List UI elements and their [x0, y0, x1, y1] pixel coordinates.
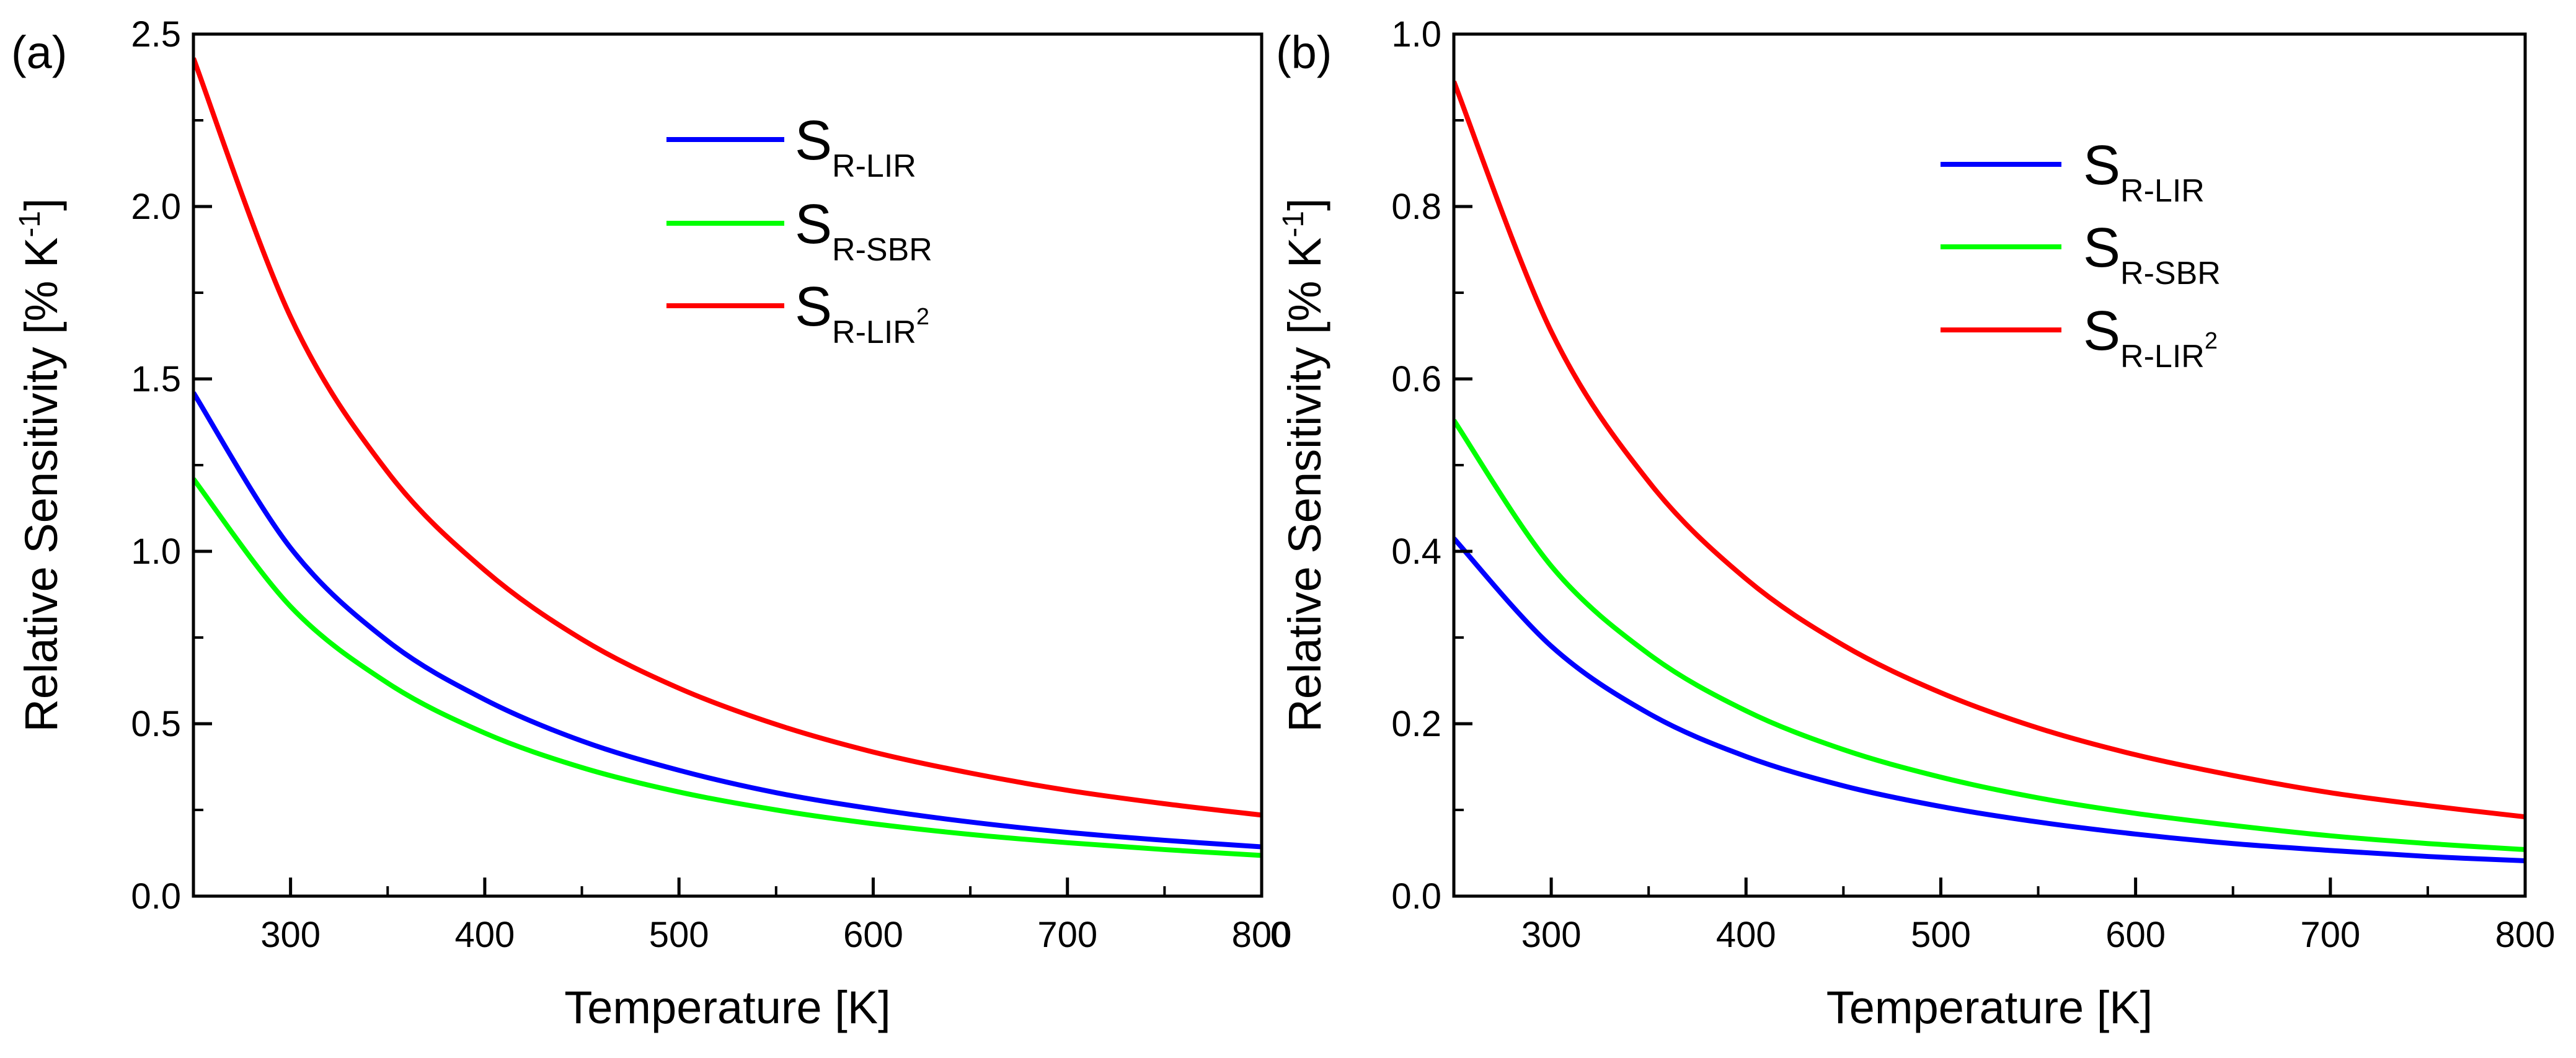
- legend-symbol: S: [2083, 300, 2120, 362]
- y-tick-label: 0.6: [1391, 359, 1441, 399]
- legend-entry: SR-LIR: [795, 110, 916, 184]
- legend-entry: SR-SBR: [795, 193, 932, 268]
- legend-entry: SR-LIR: [2083, 135, 2205, 209]
- x-tick-label: 700: [2300, 915, 2360, 955]
- legend-entry: SR-SBR: [2083, 217, 2221, 291]
- x-tick-label: 600: [2105, 915, 2166, 955]
- series-line-r-lir-sq: [1454, 80, 2525, 820]
- x-tick-label-overlap: 0: [1270, 915, 1290, 955]
- legend-subscript: R-LIR: [832, 314, 916, 350]
- series-line-r-lir-sq: [193, 57, 1262, 818]
- legend-subscript: R-SBR: [2120, 256, 2221, 291]
- series-line-r-sbr: [1454, 419, 2525, 852]
- y-axis-label-sup: -1: [14, 211, 46, 238]
- y-tick-label: 2.0: [131, 187, 181, 227]
- x-tick-label: 300: [260, 915, 321, 955]
- legend-superscript: 2: [2205, 328, 2218, 354]
- y-tick-label: 0.8: [1391, 187, 1441, 227]
- y-tick-label: 0.5: [131, 704, 181, 744]
- y-axis-label: Relative Sensitivity [% K-1]: [1277, 198, 1330, 732]
- y-tick-label: 2.5: [131, 14, 181, 55]
- legend-subscript: R-LIR: [2120, 173, 2205, 209]
- legend-symbol: S: [2083, 217, 2120, 279]
- legend-subscript: R-SBR: [832, 232, 932, 268]
- x-tick-label: 400: [1716, 915, 1776, 955]
- x-tick-label: 500: [1911, 915, 1971, 955]
- y-axis-label-sup: -1: [1277, 211, 1310, 238]
- x-axis-label: Temperature [K]: [564, 982, 890, 1033]
- x-axis-label: Temperature [K]: [1826, 982, 2153, 1033]
- legend-symbol: S: [795, 193, 832, 256]
- series-line-r-lir: [1454, 536, 2525, 864]
- panel-label: (a): [11, 27, 67, 78]
- x-tick-label: 500: [649, 915, 709, 955]
- x-tick-label: 600: [843, 915, 903, 955]
- y-tick-label: 0.0: [1391, 876, 1441, 917]
- y-tick-label: 1.0: [131, 531, 181, 572]
- y-axis-label-main: Relative Sensitivity [% K: [1279, 238, 1330, 732]
- series-line-r-sbr: [193, 477, 1262, 858]
- series-line-r-lir: [193, 391, 1262, 850]
- y-tick-label: 0.0: [131, 876, 181, 917]
- x-tick-label: 800: [2495, 915, 2556, 955]
- y-tick-label: 0.2: [1391, 704, 1441, 744]
- y-axis-label-end: ]: [1279, 198, 1330, 211]
- y-axis-label-main: Relative Sensitivity [% K: [15, 238, 67, 732]
- plot-frame: [192, 32, 1264, 898]
- legend-entry: SR-LIR2: [795, 276, 929, 350]
- chart-panel-b: (b) 300 400 500 600 700 800 0.0 0.2 0.4 0.6 0.8 1.0 T…: [1276, 14, 2555, 1033]
- x-tick-label: 400: [455, 915, 515, 955]
- legend-symbol: S: [795, 110, 832, 172]
- x-tick-label: 300: [1521, 915, 1582, 955]
- x-tick-label: 700: [1037, 915, 1097, 955]
- y-tick-label: 1.5: [131, 359, 181, 399]
- legend-subscript: R-LIR: [2120, 339, 2205, 375]
- y-axis-label: Relative Sensitivity [% K-1]: [14, 198, 67, 732]
- legend-subscript: R-LIR: [832, 148, 916, 184]
- y-tick-label: 1.0: [1391, 14, 1441, 55]
- legend-superscript: 2: [916, 304, 929, 330]
- chart-panel-a: (a) 300 400 500 600 700 800 0.0 0.5 1.0 1.5 2.0 2.5 0…: [11, 14, 1291, 1033]
- legend-symbol: S: [795, 276, 832, 338]
- y-tick-label: 0.4: [1391, 531, 1441, 572]
- legend-symbol: S: [2083, 135, 2120, 197]
- panel-label: (b): [1276, 27, 1332, 78]
- legend-entry: SR-LIR2: [2083, 300, 2218, 375]
- x-tick-label: 800: [1232, 915, 1292, 955]
- y-axis-label-end: ]: [15, 198, 67, 211]
